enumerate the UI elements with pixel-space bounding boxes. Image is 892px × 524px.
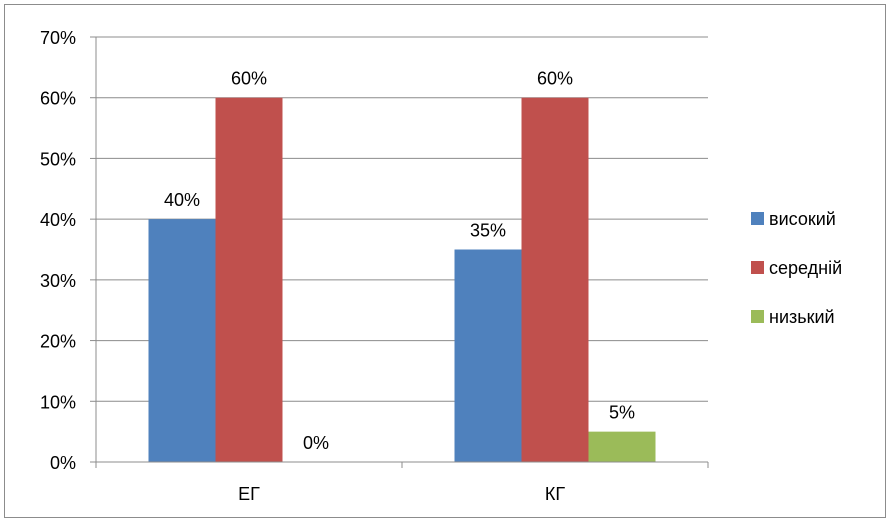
y-tick-label: 0% [50, 453, 76, 473]
bar-середній-ЕГ [215, 97, 283, 462]
legend-label: низький [769, 307, 835, 327]
legend: високий середній низький [751, 209, 842, 327]
data-label: 40% [164, 190, 200, 210]
legend-swatch-низький [751, 310, 764, 323]
data-label: 5% [609, 403, 635, 423]
bar-середній-КГ [521, 97, 589, 462]
y-tick-label: 20% [40, 332, 76, 352]
legend-swatch-середній [751, 261, 764, 274]
y-tick-label: 50% [40, 149, 76, 169]
data-label: 60% [537, 69, 573, 89]
y-tick-label: 30% [40, 271, 76, 291]
data-labels: 40% 60% 0% 35% 60% 5% [164, 69, 635, 453]
y-tick-label: 40% [40, 210, 76, 230]
x-tick-label: ЕГ [238, 484, 260, 504]
data-label: 35% [470, 221, 506, 241]
bar-високий-ЕГ [148, 219, 216, 462]
legend-swatch-високий [751, 212, 764, 225]
legend-label: середній [769, 258, 842, 278]
legend-label: високий [769, 209, 836, 229]
bars [148, 97, 656, 462]
y-tick-label: 60% [40, 89, 76, 109]
x-tick-label: КГ [545, 484, 565, 504]
axes: 0% 10% 20% 30% 40% 50% 60% 70% ЕГ КГ [40, 28, 709, 504]
bar-низький-КГ [588, 431, 656, 462]
y-tick-label: 10% [40, 392, 76, 412]
data-label: 60% [231, 69, 267, 89]
bar-високий-КГ [454, 249, 522, 462]
data-label: 0% [303, 433, 329, 453]
y-tick-label: 70% [40, 28, 76, 48]
